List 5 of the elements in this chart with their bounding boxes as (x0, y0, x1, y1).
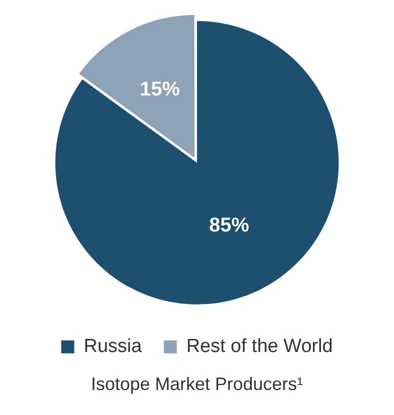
legend-label: Russia (84, 336, 142, 358)
data-label: 85% (209, 214, 250, 236)
legend-label: Rest of the World (186, 336, 333, 358)
text: Isotope Market Producers¹ (90, 374, 304, 394)
data-label: 15% (140, 78, 180, 100)
